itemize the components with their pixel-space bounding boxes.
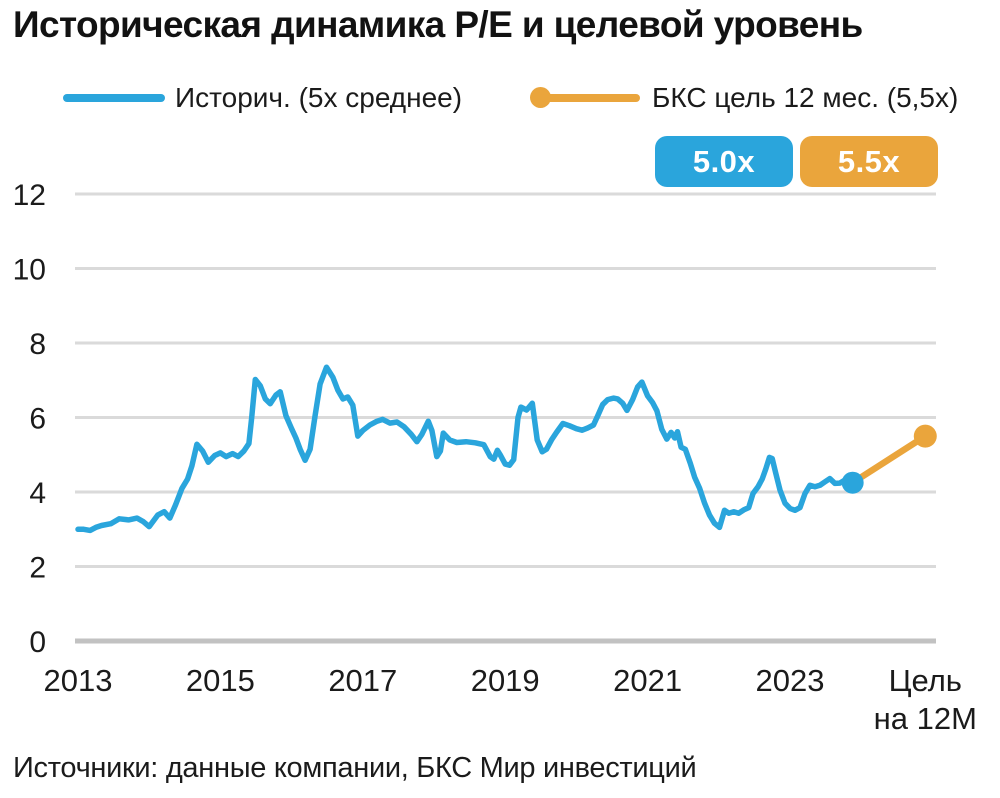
x-axis-tick-label: 2023 [756, 663, 825, 698]
target-line-swatch [540, 94, 640, 102]
target-multiple-badge: 5.5x [800, 136, 938, 187]
historical-end-dot [841, 471, 864, 494]
x-axis-tick-label: 2019 [471, 663, 540, 698]
historical-pe-line [75, 364, 856, 534]
legend: Историч. (5x среднее) БКС цель 12 мес. (… [0, 0, 1000, 130]
source-note: Источники: данные компании, БКС Мир инве… [13, 752, 697, 784]
legend-label-target: БКС цель 12 мес. (5,5x) [652, 82, 959, 113]
x-axis-tick-label: 2015 [186, 663, 255, 698]
chart-title: Историческая динамика P/E и целевой уров… [13, 4, 863, 45]
x-axis-tick-label: 2017 [328, 663, 397, 698]
target-line [849, 432, 929, 486]
y-axis-tick-label: 4 [29, 477, 46, 510]
y-axis-tick-label: 2 [29, 552, 46, 585]
historical-multiple-badge: 5.0x [655, 136, 793, 187]
legend-label-historical: Историч. (5x среднее) [175, 82, 463, 113]
y-axis-tick-label: 12 [13, 179, 46, 212]
y-axis-tick-label: 8 [29, 328, 46, 361]
y-axis-tick-label: 0 [29, 626, 46, 659]
target-dot [913, 424, 937, 448]
y-axis-tick-label: 10 [13, 254, 46, 287]
y-axis-tick-label: 6 [29, 403, 46, 436]
x-axis-tick-label: 2021 [613, 663, 682, 698]
x-axis-target-label: Цель [889, 663, 962, 698]
historical-line-swatch [63, 94, 165, 102]
x-axis-tick-label: 2013 [44, 663, 113, 698]
x-axis-target-label: на 12М [874, 701, 977, 736]
